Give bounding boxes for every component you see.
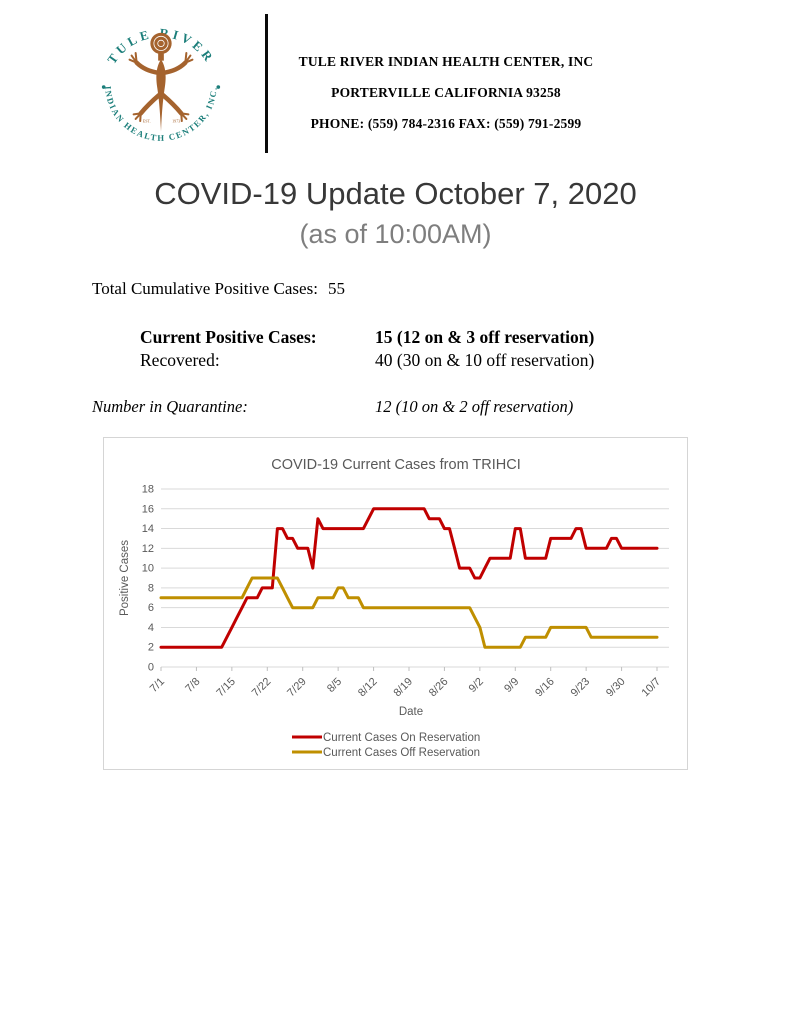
x-tick-label: 9/30: [604, 676, 628, 700]
quarantine-value: 12 (10 on & 2 off reservation): [375, 397, 574, 416]
x-tick-label: 10/7: [639, 676, 663, 700]
recovered-row: Recovered: 40 (30 on & 10 off reservatio…: [140, 349, 594, 372]
chart-gridlines: [161, 488, 669, 668]
y-tick-label: 0: [148, 662, 154, 674]
total-cases-label: Total Cumulative Positive Cases:: [92, 279, 318, 298]
page-subtitle: (as of 10:00AM): [299, 219, 492, 249]
total-cases-value: 55: [327, 279, 345, 298]
logo-pictograph-figure: EST. 1973: [128, 32, 194, 132]
legend-label: Current Cases Off Reservation: [323, 747, 480, 759]
y-tick-label: 8: [148, 582, 154, 594]
x-tick-label: 7/1: [148, 676, 167, 695]
quarantine-row: Number in Quarantine: 12 (10 on & 2 off …: [92, 397, 573, 417]
logo-right-dot: [216, 85, 221, 89]
org-address: PORTERVILLE CALIFORNIA 93258: [331, 85, 561, 100]
y-axis-tick-labels: 0 2 4 6 8 10 12 14 16 18: [142, 484, 154, 674]
logo-left-dot: [101, 85, 106, 89]
series-lines: [159, 507, 659, 649]
header-text-block: TULE RIVER INDIAN HEALTH CENTER, INC POR…: [272, 46, 620, 139]
y-tick-label: 10: [142, 563, 154, 575]
x-tick-label: 9/9: [502, 676, 521, 695]
series-line: [159, 576, 659, 649]
x-tick-label: 7/29: [285, 676, 309, 700]
logo-est-label: EST.: [143, 119, 151, 124]
current-positive-value: 15 (12 on & 3 off reservation): [375, 327, 595, 347]
org-name: TULE RIVER INDIAN HEALTH CENTER, INC: [298, 54, 594, 69]
x-tick-label: 7/8: [183, 676, 202, 695]
x-tick-label: 8/19: [391, 676, 415, 700]
page-title: COVID-19 Update October 7, 2020: [154, 176, 637, 211]
x-tick-label: 8/12: [356, 676, 380, 700]
covid-cases-line-chart: COVID-19 Current Cases from TRIHCI 0 2 4 6 8…: [119, 457, 669, 759]
quarantine-label: Number in Quarantine:: [92, 397, 248, 416]
x-tick-label: 9/23: [569, 676, 593, 700]
recovered-label: Recovered:: [140, 350, 220, 370]
x-tick-label: 9/2: [467, 676, 486, 695]
recovered-value: 40 (30 on & 10 off reservation): [375, 350, 595, 370]
x-axis-title: Date: [399, 706, 423, 718]
y-tick-label: 12: [142, 543, 154, 555]
chart-title: COVID-19 Current Cases from TRIHCI: [271, 457, 521, 473]
x-tick-label: 7/15: [214, 676, 238, 700]
x-tick-label: 8/26: [427, 676, 451, 700]
x-tick-label: 7/22: [250, 676, 274, 700]
chart-legend: Current Cases On Reservation Current Case…: [292, 732, 480, 759]
y-tick-label: 4: [148, 622, 154, 634]
covid-cases-chart-frame: COVID-19 Current Cases from TRIHCI 0 2 4 6 8…: [103, 437, 688, 770]
current-positive-row: Current Positive Cases: 15 (12 on & 3 of…: [140, 326, 594, 349]
y-tick-label: 16: [142, 503, 154, 515]
y-tick-label: 14: [142, 523, 154, 535]
x-axis-tick-labels: 7/1 7/8 7/15 7/22 7/29 8/5 8/12 8/19 8/26 9/2 9/9 9…: [148, 667, 663, 699]
x-tick-label: 9/16: [533, 676, 557, 700]
series-line: [159, 507, 659, 649]
case-breakdown-rows: Current Positive Cases: 15 (12 on & 3 of…: [140, 326, 594, 372]
y-axis-title: Positive Cases: [119, 540, 131, 616]
y-tick-label: 18: [142, 484, 154, 496]
current-positive-label: Current Positive Cases:: [140, 327, 317, 347]
legend-label: Current Cases On Reservation: [323, 732, 480, 744]
y-tick-label: 6: [148, 602, 154, 614]
y-tick-label: 2: [148, 642, 154, 654]
org-phone-fax: PHONE: (559) 784-2316 FAX: (559) 791-259…: [310, 116, 582, 131]
header-divider: [265, 14, 268, 153]
logo-est-year: 1973: [172, 119, 180, 124]
total-cumulative-cases-line: Total Cumulative Positive Cases: 55: [92, 279, 345, 299]
x-tick-label: 8/5: [325, 676, 344, 695]
tule-river-logo: TULE RIVER INDIAN HEALTH CENTER, INC. ES…: [101, 26, 221, 143]
